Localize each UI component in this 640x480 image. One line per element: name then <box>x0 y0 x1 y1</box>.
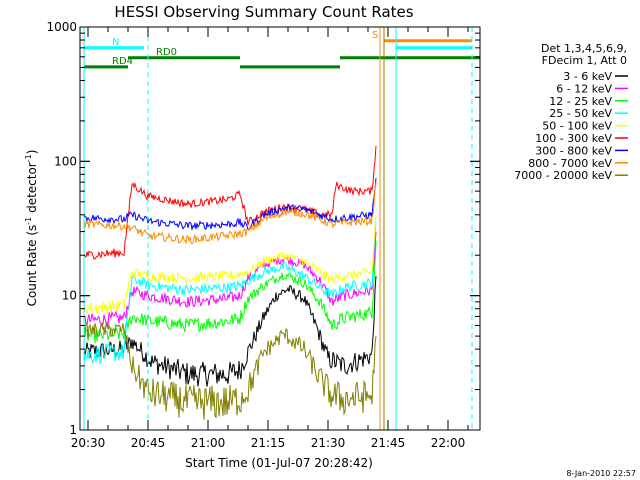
series-line-12-25-kev <box>83 242 377 344</box>
series-line-3-6-kev <box>83 275 377 387</box>
series-line-6-12-kev <box>83 231 377 328</box>
y-axis-title-main: Count Rate (s <box>25 225 39 307</box>
y-axis-title-mid: detector <box>25 162 39 217</box>
legend-header-line-1: Det 1,3,4,5,6,9, <box>541 42 627 55</box>
series-line-100-300-kev <box>83 145 377 260</box>
x-tick-label: 20:45 <box>131 436 166 450</box>
marker-lines <box>83 27 473 430</box>
flag-label-rd0: RD0 <box>156 47 177 58</box>
x-tick-label: 21:45 <box>371 436 406 450</box>
flag-label-n: N <box>112 37 119 48</box>
y-axis-title-sup2: -1 <box>24 154 33 162</box>
series-line-7000-20000-kev <box>83 321 377 420</box>
date-stamp: 8-Jan-2010 22:57 <box>566 469 636 478</box>
x-axis: 20:30 20:45 21:00 21:15 21:30 21:45 22:00 <box>71 27 469 450</box>
legend-header-line-2: FDecim 1, Att 0 <box>542 54 627 67</box>
flag-bars: N RD0 RD4 S <box>84 30 480 69</box>
y-tick-label: 1 <box>69 423 77 437</box>
series-line-800-7000-kev <box>83 182 377 245</box>
legend-label-100-300-kev: 100 - 300 keV <box>535 132 612 145</box>
y-axis-title-sup1: -1 <box>24 217 33 225</box>
chart-title: HESSI Observing Summary Count Rates <box>114 3 413 21</box>
y-tick-label: 1000 <box>46 20 77 34</box>
y-tick-label: 10 <box>62 289 77 303</box>
legend: Det 1,3,4,5,6,9, FDecim 1, Att 0 3 - 6 k… <box>514 42 628 182</box>
flag-label-rd4: RD4 <box>112 56 133 67</box>
legend-label-6-12-kev: 6 - 12 keV <box>556 82 612 95</box>
flag-label-s: S <box>372 30 378 41</box>
y-axis: 1 10 100 1000 <box>46 20 480 437</box>
x-tick-label: 22:00 <box>431 436 466 450</box>
legend-label-25-50-kev: 25 - 50 keV <box>549 107 612 120</box>
x-tick-label: 21:30 <box>311 436 346 450</box>
legend-label-3-6-kev: 3 - 6 keV <box>563 70 612 83</box>
plot-area <box>83 145 377 420</box>
legend-label-7000-20000-kev: 7000 - 20000 keV <box>514 169 612 182</box>
x-tick-label: 21:00 <box>191 436 226 450</box>
series-line-25-50-kev <box>83 222 377 365</box>
x-tick-label: 20:30 <box>71 436 106 450</box>
y-tick-label: 100 <box>54 154 77 168</box>
legend-label-12-25-kev: 12 - 25 keV <box>549 95 612 108</box>
legend-label-800-7000-kev: 800 - 7000 keV <box>528 157 612 170</box>
legend-label-50-100-kev: 50 - 100 keV <box>542 120 612 133</box>
y-axis-title-end: ) <box>25 150 39 155</box>
x-tick-label: 21:15 <box>251 436 286 450</box>
x-axis-title: Start Time (01-Jul-07 20:28:42) <box>185 456 373 470</box>
y-axis-title: Count Rate (s-1 detector-1) <box>24 150 39 307</box>
legend-label-300-800-kev: 300 - 800 keV <box>535 144 612 157</box>
series-line-300-800-kev <box>83 178 377 231</box>
plot-frame <box>79 26 481 431</box>
series-line-50-100-kev <box>83 214 377 315</box>
